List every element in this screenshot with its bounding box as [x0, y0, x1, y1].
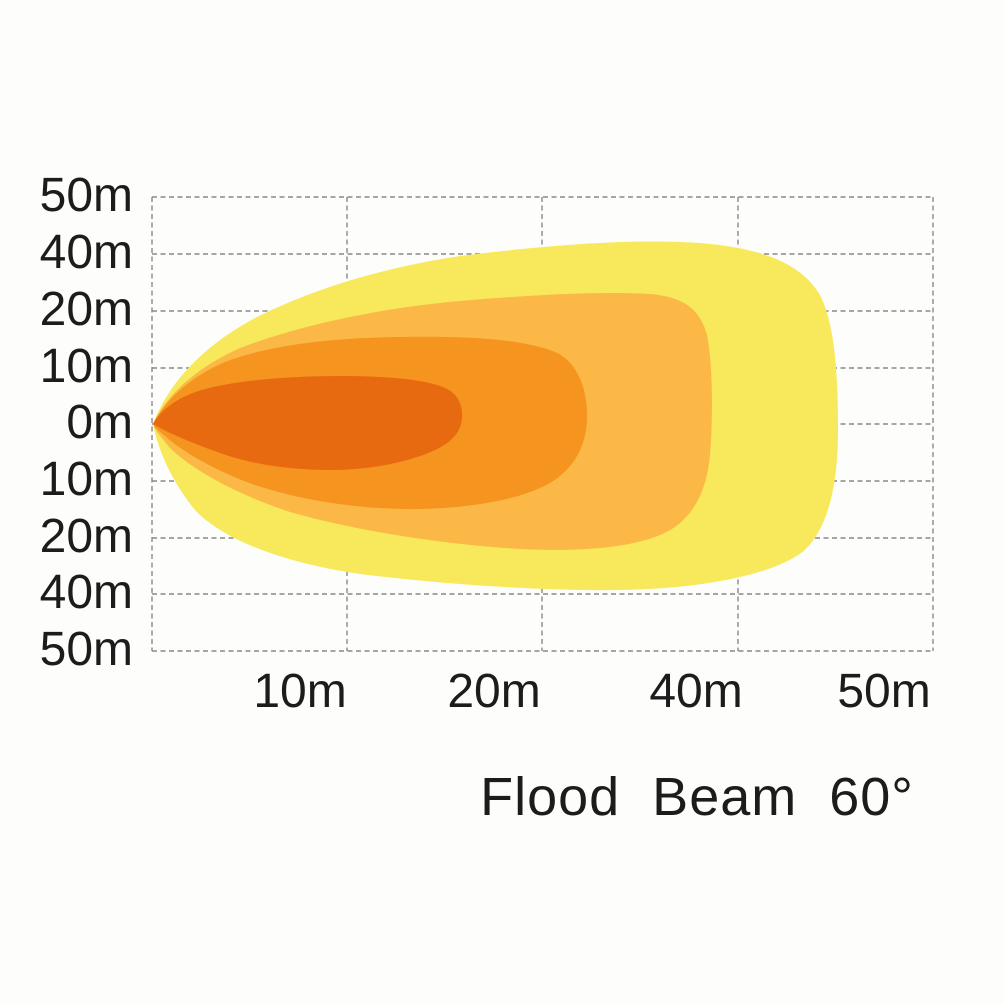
y-tick-label-10m-bottom: 10m: [39, 453, 133, 507]
y-tick-label-0m: 0m: [66, 396, 133, 450]
y-tick-label-10m-top: 10m: [39, 340, 133, 394]
y-tick-label-50m-top: 50m: [39, 169, 133, 223]
chart-caption: Flood Beam 60°: [480, 767, 914, 827]
y-tick-label-40m-bottom: 40m: [39, 566, 133, 620]
y-tick-label-20m-bottom: 20m: [39, 510, 133, 564]
y-tick-label-40m-top: 40m: [39, 226, 133, 280]
x-tick-label-20m: 20m: [447, 665, 541, 718]
x-tick-label-50m: 50m: [837, 665, 931, 718]
y-tick-label-20m-top: 20m: [39, 283, 133, 337]
beam-contours: [153, 241, 838, 591]
x-tick-label-40m: 40m: [649, 665, 743, 718]
y-tick-label-50m-bottom: 50m: [39, 623, 133, 677]
contour-core: [153, 376, 463, 470]
x-tick-label-10m: 10m: [253, 665, 347, 718]
